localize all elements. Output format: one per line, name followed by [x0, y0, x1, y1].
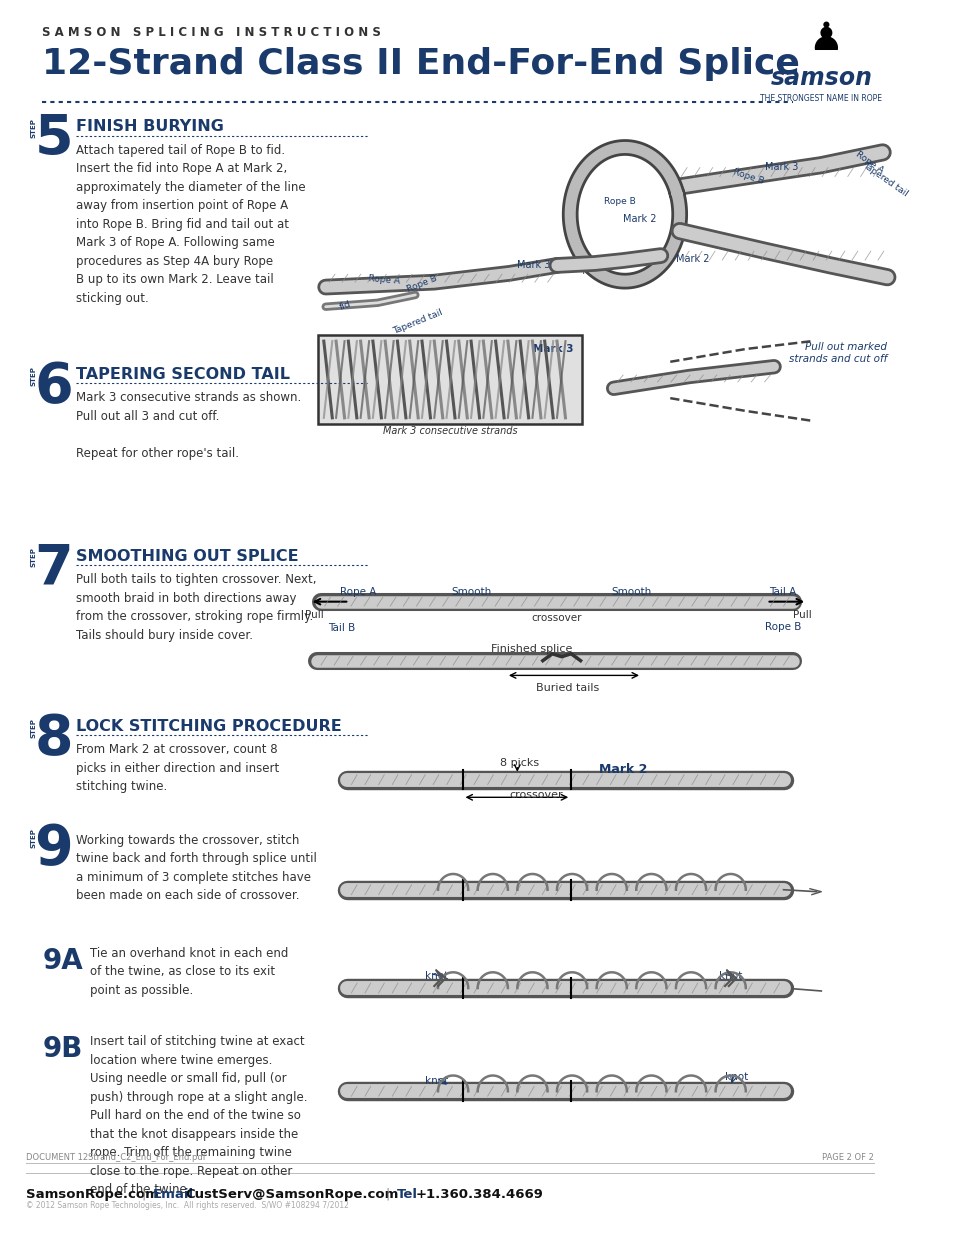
Text: STEP: STEP — [30, 718, 37, 737]
Text: © 2012 Samson Rope Technologies, Inc.  All rights reserved.  S/WO #108294 7/2012: © 2012 Samson Rope Technologies, Inc. Al… — [27, 1202, 349, 1210]
Text: knot: knot — [724, 1072, 747, 1082]
Text: Email: Email — [152, 1188, 193, 1200]
Text: knot: knot — [424, 1076, 448, 1086]
Text: 8: 8 — [34, 711, 73, 766]
Text: Tel: Tel — [396, 1188, 417, 1200]
Text: Rope B: Rope B — [764, 622, 801, 632]
Text: knot: knot — [424, 971, 448, 982]
Text: LOCK STITCHING PROCEDURE: LOCK STITCHING PROCEDURE — [75, 719, 341, 734]
Text: 5: 5 — [34, 112, 73, 165]
Text: knot: knot — [719, 971, 741, 982]
Text: Smooth: Smooth — [611, 587, 651, 597]
Text: From Mark 2 at crossover, count 8
picks in either direction and insert
stitching: From Mark 2 at crossover, count 8 picks … — [75, 743, 278, 793]
Text: SamsonRope.com: SamsonRope.com — [27, 1188, 159, 1200]
Text: fid: fid — [337, 300, 352, 312]
Text: THE STRONGEST NAME IN ROPE: THE STRONGEST NAME IN ROPE — [760, 94, 882, 104]
Text: DOCUMENT 12Strand_C2_End_For_End.pdf: DOCUMENT 12Strand_C2_End_For_End.pdf — [27, 1153, 206, 1162]
Text: 6: 6 — [34, 359, 73, 414]
Text: Insert tail of stitching twine at exact
location where twine emerges.
Using need: Insert tail of stitching twine at exact … — [90, 1035, 307, 1197]
Text: Rope B: Rope B — [603, 196, 636, 205]
Text: |: | — [141, 1188, 146, 1200]
Text: samson: samson — [769, 67, 871, 90]
Text: Pull: Pull — [792, 610, 811, 620]
Text: PAGE 2 OF 2: PAGE 2 OF 2 — [821, 1153, 873, 1162]
Text: crossover: crossover — [509, 790, 563, 800]
Text: Mark 3: Mark 3 — [764, 162, 798, 172]
Text: Mark 3 consecutive strands: Mark 3 consecutive strands — [382, 426, 517, 436]
Text: SMOOTHING OUT SPLICE: SMOOTHING OUT SPLICE — [75, 548, 298, 563]
Text: Pull: Pull — [305, 610, 323, 620]
Text: Buried tails: Buried tails — [536, 683, 598, 693]
Text: STEP: STEP — [30, 119, 37, 138]
Text: Tapered tail: Tapered tail — [392, 308, 444, 336]
Text: +1.360.384.4669: +1.360.384.4669 — [415, 1188, 542, 1200]
Text: Attach tapered tail of Rope B to fid.
Insert the fid into Rope A at Mark 2,
appr: Attach tapered tail of Rope B to fid. In… — [75, 143, 305, 305]
Text: Rope B: Rope B — [731, 167, 763, 185]
Text: Rope A: Rope A — [339, 587, 375, 597]
Text: 7: 7 — [34, 542, 73, 595]
Text: Tail A: Tail A — [768, 587, 796, 597]
Text: TAPERING SECOND TAIL: TAPERING SECOND TAIL — [75, 367, 289, 382]
Text: Tail B: Tail B — [328, 624, 355, 634]
Text: Rope B: Rope B — [406, 273, 438, 294]
Text: STEP: STEP — [30, 827, 37, 847]
Text: 9A: 9A — [43, 947, 83, 974]
Text: S A M S O N   S P L I C I N G   I N S T R U C T I O N S: S A M S O N S P L I C I N G I N S T R U … — [43, 26, 381, 38]
Text: Mark 3: Mark 3 — [517, 259, 550, 269]
Text: Mark 2: Mark 2 — [622, 215, 656, 225]
Text: Rope A: Rope A — [571, 266, 602, 274]
Text: crossover: crossover — [531, 614, 581, 624]
Text: 9B: 9B — [43, 1035, 83, 1063]
Text: Tie an overhand knot in each end
of the twine, as close to its exit
point as pos: Tie an overhand knot in each end of the … — [90, 947, 288, 997]
Text: Smooth: Smooth — [451, 587, 491, 597]
Text: Pull out marked
strands and cut off: Pull out marked strands and cut off — [788, 342, 886, 364]
Text: STEP: STEP — [30, 366, 37, 385]
Text: Mark 2: Mark 2 — [676, 253, 709, 263]
Text: 8 picks: 8 picks — [499, 758, 538, 768]
Text: Mark 3 consecutive strands as shown.
Pull out all 3 and cut off.

Repeat for oth: Mark 3 consecutive strands as shown. Pul… — [75, 391, 300, 459]
Text: 9: 9 — [34, 821, 73, 876]
Text: Mark 3: Mark 3 — [533, 345, 574, 354]
Text: STEP: STEP — [30, 547, 37, 567]
Text: ♟: ♟ — [808, 20, 842, 58]
FancyBboxPatch shape — [317, 335, 582, 424]
Text: Pull both tails to tighten crossover. Next,
smooth braid in both directions away: Pull both tails to tighten crossover. Ne… — [75, 573, 315, 642]
Text: 12-Strand Class II End-For-End Splice: 12-Strand Class II End-For-End Splice — [43, 47, 800, 82]
Text: Working towards the crossover, stitch
twine back and forth through splice until
: Working towards the crossover, stitch tw… — [75, 834, 316, 903]
Text: |: | — [385, 1188, 389, 1200]
Text: CustServ@SamsonRope.com: CustServ@SamsonRope.com — [185, 1188, 398, 1200]
Text: Finished splice: Finished splice — [491, 643, 572, 655]
Text: FINISH BURYING: FINISH BURYING — [75, 119, 223, 133]
Text: Mark 2: Mark 2 — [598, 763, 647, 776]
Text: Tapered tail: Tapered tail — [860, 161, 908, 198]
Text: Rope A: Rope A — [368, 274, 400, 287]
Text: Rope A: Rope A — [854, 149, 884, 175]
